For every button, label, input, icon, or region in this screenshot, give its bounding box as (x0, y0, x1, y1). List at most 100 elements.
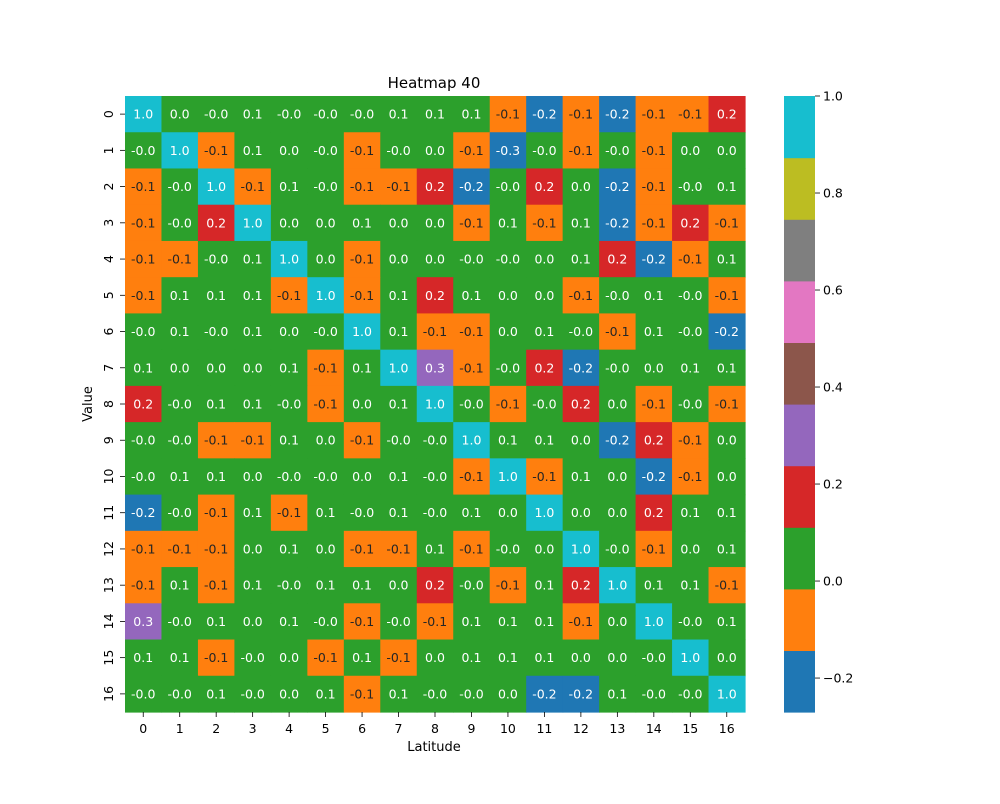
cell-value-label: 0.1 (462, 107, 482, 122)
heatmap-cell (453, 530, 491, 568)
cell-value-label: 1.0 (133, 107, 153, 122)
cell-value-label: 0.1 (389, 288, 409, 303)
heatmap-cell (708, 96, 746, 133)
cell-value-label: 0.1 (534, 614, 554, 629)
cell-value-label: 0.0 (571, 650, 591, 665)
cell-value-label: 0.0 (170, 360, 190, 375)
heatmap-cell (307, 639, 345, 677)
cell-value-label: 0.0 (717, 143, 737, 158)
y-tick-label: 7 (101, 364, 116, 372)
heatmap-cell (161, 277, 199, 315)
heatmap-cell (672, 422, 710, 459)
cell-value-label: -0.0 (605, 288, 629, 303)
heatmap-cell (489, 240, 527, 278)
cell-value-label: 0.0 (644, 360, 664, 375)
heatmap-cell (526, 349, 564, 387)
cell-value-label: 0.1 (425, 541, 445, 556)
cell-value-label: -0.1 (678, 469, 702, 484)
cell-value-label: 1.0 (717, 686, 737, 701)
heatmap-cell (453, 313, 491, 351)
heatmap-cell (635, 422, 673, 459)
cell-value-label: 0.0 (680, 143, 700, 158)
colorbar-segment (784, 404, 815, 467)
cell-value-label: 0.1 (243, 324, 263, 339)
heatmap-cell (672, 349, 710, 387)
cell-value-label: 0.1 (498, 215, 518, 230)
heatmap-cell (270, 277, 308, 315)
cell-value-label: 0.1 (206, 686, 226, 701)
cell-value-label: 0.1 (133, 650, 153, 665)
heatmap-cell (526, 639, 564, 677)
heatmap-cell (234, 132, 272, 170)
heatmap-cell (562, 639, 600, 677)
cell-value-label: 1.0 (206, 179, 226, 194)
heatmap-cell (416, 277, 454, 315)
heatmap-cell (489, 458, 527, 496)
heatmap-cell (234, 385, 272, 423)
heatmap-cell (307, 567, 345, 604)
heatmap-cell (562, 240, 600, 278)
heatmap-cell (197, 675, 236, 713)
cell-value-label: 0.1 (717, 252, 737, 267)
cell-value-label: 0.0 (352, 397, 372, 412)
heatmap-cell (489, 422, 527, 459)
cell-value-label: 0.1 (571, 215, 591, 230)
y-tick-label: 14 (101, 613, 116, 629)
heatmap-cell (708, 240, 746, 278)
heatmap-cell (635, 494, 673, 532)
heatmap-cell (453, 567, 491, 604)
heatmap-cell (161, 494, 199, 532)
cell-value-label: 1.0 (279, 252, 299, 267)
cell-value-label: 0.1 (462, 650, 482, 665)
heatmap-cell (489, 204, 527, 242)
heatmap-cell (125, 639, 163, 677)
colorbar-tick-label: −0.2 (823, 671, 853, 686)
cell-value-label: 1.0 (389, 360, 409, 375)
cell-value-label: -0.0 (168, 614, 192, 629)
heatmap-cell (489, 277, 527, 315)
heatmap-cell (672, 603, 710, 641)
colorbar-segment (784, 96, 815, 159)
y-tick-label: 15 (101, 650, 116, 666)
x-tick-label: 15 (682, 721, 698, 736)
heatmap-cell (453, 422, 491, 459)
cell-value-label: 0.0 (389, 578, 409, 593)
heatmap-cell (635, 277, 673, 315)
cell-value-label: 0.1 (644, 324, 664, 339)
heatmap-cell (125, 603, 163, 641)
cell-value-label: 0.0 (498, 505, 518, 520)
cell-value-label: 0.0 (607, 469, 627, 484)
heatmap-cell (489, 603, 527, 641)
heatmap-cell (599, 567, 637, 604)
cell-value-label: 0.0 (571, 505, 591, 520)
heatmap-cell (453, 277, 491, 315)
heatmap-cell (416, 132, 454, 170)
heatmap-cell (380, 96, 418, 133)
heatmap-cell (197, 422, 236, 459)
x-tick-label: 8 (431, 721, 439, 736)
heatmap-cell (197, 385, 236, 423)
heatmap-cell (453, 349, 491, 387)
heatmap-cell (380, 385, 418, 423)
cell-value-label: -0.2 (715, 324, 739, 339)
heatmap-cell (526, 567, 564, 604)
cell-value-label: 0.1 (534, 650, 554, 665)
y-tick-label: 1 (101, 146, 116, 154)
x-tick-label: 0 (139, 721, 147, 736)
heatmap-cell (234, 240, 272, 278)
heatmap-cell (380, 639, 418, 677)
cell-value-label: -0.1 (678, 433, 702, 448)
cell-value-label: -0.0 (240, 686, 264, 701)
x-tick-label: 3 (249, 721, 257, 736)
heatmap-cell (270, 639, 308, 677)
cell-value-label: -0.2 (131, 505, 155, 520)
heatmap-cell (234, 349, 272, 387)
cell-value-label: -0.1 (642, 107, 666, 122)
cell-value-label: -0.0 (459, 252, 483, 267)
y-tick-label: 6 (101, 328, 116, 336)
heatmap-cell (161, 313, 199, 351)
cell-value-label: -0.1 (350, 614, 374, 629)
cell-value-label: -0.1 (496, 578, 520, 593)
heatmap-cell (416, 494, 454, 532)
